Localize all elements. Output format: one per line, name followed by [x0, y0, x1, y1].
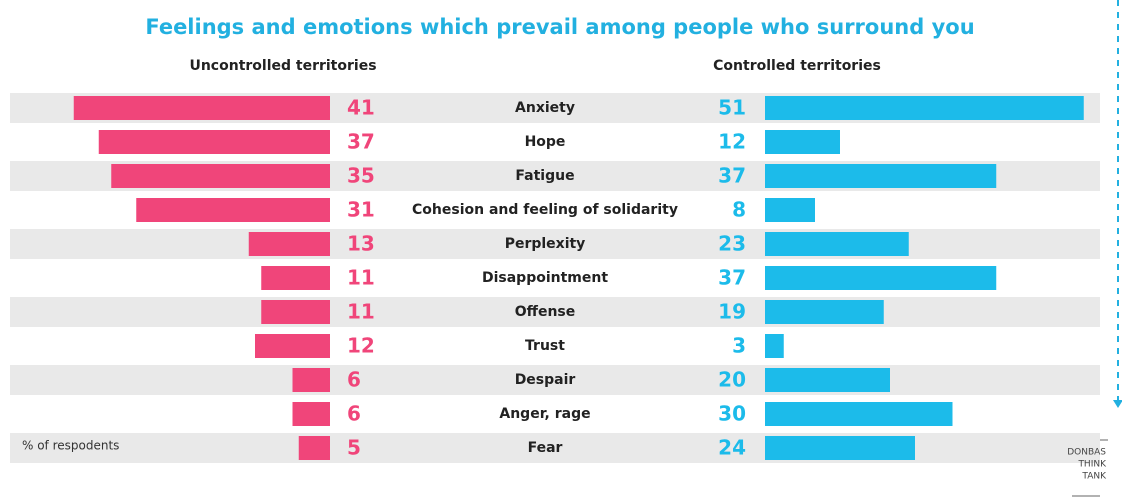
value-label: 8 — [732, 198, 746, 222]
category-label: Hope — [525, 134, 566, 150]
value-label: 11 — [347, 266, 375, 290]
category-label: Despair — [515, 372, 576, 388]
chart-title: Feelings and emotions which prevail amon… — [145, 15, 974, 39]
bar — [765, 266, 997, 290]
bar — [261, 266, 330, 290]
bar — [98, 130, 330, 154]
category-label: Fatigue — [515, 168, 574, 184]
value-label: 41 — [347, 96, 375, 120]
note: % of respodents — [22, 439, 119, 453]
right-header: Controlled territories — [713, 58, 881, 74]
value-label: 37 — [718, 266, 746, 290]
category-label: Fear — [528, 440, 563, 456]
value-label: 37 — [718, 164, 746, 188]
value-label: 13 — [347, 232, 375, 256]
bar — [765, 130, 840, 154]
category-label: Cohesion and feeling of solidarity — [412, 202, 678, 218]
bar — [292, 402, 330, 426]
value-label: 51 — [718, 96, 746, 120]
logo-text: THINK — [1077, 460, 1107, 470]
value-label: 3 — [732, 334, 746, 358]
bar — [765, 368, 890, 392]
category-label: Trust — [525, 338, 565, 354]
bar — [255, 334, 330, 358]
bar — [261, 300, 330, 324]
value-label: 20 — [718, 368, 746, 392]
value-label: 35 — [347, 164, 375, 188]
bar — [765, 232, 909, 256]
category-label: Disappointment — [482, 270, 608, 286]
value-label: 5 — [347, 436, 361, 460]
category-label: Anxiety — [515, 100, 575, 116]
value-label: 6 — [347, 368, 361, 392]
value-label: 19 — [718, 300, 746, 324]
bar — [765, 334, 784, 358]
value-label: 31 — [347, 198, 375, 222]
bar — [292, 368, 330, 392]
bar — [111, 164, 330, 188]
value-label: 23 — [718, 232, 746, 256]
category-label: Perplexity — [505, 236, 586, 252]
arrow-head — [1113, 400, 1122, 408]
row-band — [10, 433, 1100, 463]
logo-text: DONBAS — [1067, 448, 1106, 458]
value-label: 12 — [347, 334, 375, 358]
value-label: 11 — [347, 300, 375, 324]
value-label: 12 — [718, 130, 746, 154]
bar — [765, 164, 997, 188]
category-label: Anger, rage — [499, 406, 590, 422]
bar — [73, 96, 330, 120]
row-band — [10, 229, 1100, 259]
bar — [298, 436, 330, 460]
bar — [765, 436, 915, 460]
logo-text: TANK — [1081, 472, 1107, 482]
left-header: Uncontrolled territories — [189, 58, 376, 74]
value-label: 24 — [718, 436, 746, 460]
value-label: 37 — [347, 130, 375, 154]
category-label: Offense — [515, 304, 576, 320]
value-label: 30 — [718, 402, 746, 426]
bar — [765, 300, 884, 324]
row-band — [10, 365, 1100, 395]
bar — [248, 232, 330, 256]
bar — [765, 402, 953, 426]
bar — [765, 198, 815, 222]
bar — [765, 96, 1084, 120]
row-band — [10, 297, 1100, 327]
value-label: 6 — [347, 402, 361, 426]
bar — [136, 198, 330, 222]
